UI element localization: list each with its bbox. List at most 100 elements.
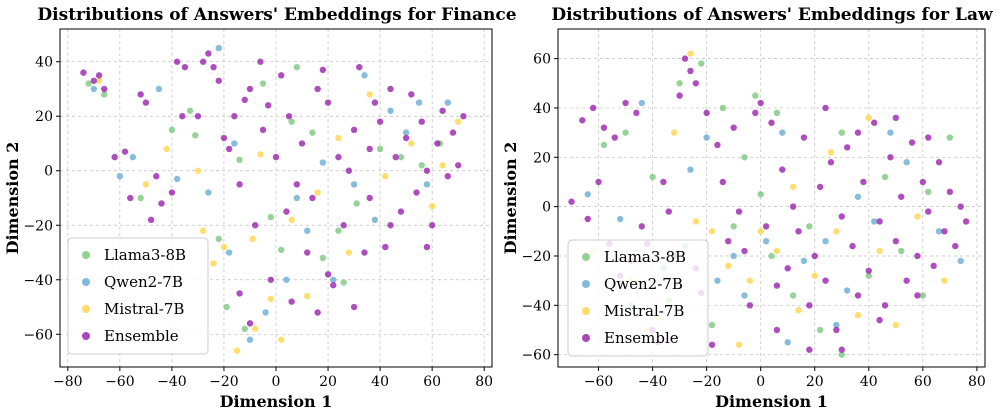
finance-point-ensemble (225, 145, 233, 153)
finance-legend-box (67, 237, 209, 355)
law-y-tick-label: −20 (521, 249, 551, 265)
finance-point-mistral-7b (249, 235, 256, 243)
law-point-llama3-8b (919, 292, 927, 299)
finance-point-ensemble (449, 129, 457, 136)
finance-legend-marker-ensemble (82, 332, 90, 340)
finance-point-ensemble (428, 222, 436, 229)
law-point-mistral-7b (941, 277, 948, 284)
finance-x-tick-label: 0 (272, 374, 281, 390)
law-point-mistral-7b (789, 183, 797, 191)
finance-point-ensemble (137, 91, 144, 98)
finance-point-mistral-7b (345, 249, 353, 256)
finance-series-llama3-8b (85, 63, 444, 333)
law-point-ensemble (746, 302, 754, 309)
finance-legend-label-llama3-8b: Llama3-8B (104, 246, 186, 264)
finance-point-ensemble (80, 69, 87, 76)
finance-point-ensemble (350, 126, 358, 134)
finance-point-ensemble (345, 167, 353, 174)
law-point-ensemble (595, 178, 602, 186)
finance-point-ensemble (127, 194, 134, 202)
finance-point-qwen2-7b (231, 140, 238, 147)
law-point-ensemble (773, 326, 781, 334)
law-point-ensemble (568, 198, 575, 205)
finance-point-ensemble (257, 58, 264, 65)
finance-x-tick-label: 20 (319, 374, 337, 390)
finance-legend-label-ensemble: Ensemble (104, 327, 179, 345)
law-point-ensemble (962, 218, 970, 225)
law-point-ensemble (638, 223, 645, 230)
finance-point-mistral-7b (210, 260, 217, 267)
finance-point-qwen2-7b (283, 276, 290, 283)
law-point-ensemble (676, 92, 683, 99)
law-point-ensemble (600, 124, 608, 131)
finance-point-llama3-8b (215, 235, 222, 243)
finance-point-qwen2-7b (371, 216, 379, 224)
finance-point-llama3-8b (168, 126, 176, 134)
finance-point-ensemble (236, 181, 243, 188)
finance-point-qwen2-7b (350, 181, 358, 188)
law-point-ensemble (784, 265, 791, 272)
law-point-ensemble (757, 99, 764, 107)
finance-point-ensemble (220, 134, 228, 142)
finance-point-mistral-7b (454, 118, 462, 125)
law-point-llama3-8b (698, 60, 705, 67)
law-point-ensemble (719, 178, 727, 186)
finance-point-ensemble (304, 249, 311, 256)
law-point-qwen2-7b (887, 129, 894, 136)
law-point-mistral-7b (692, 218, 700, 225)
law-point-ensemble (935, 159, 943, 166)
law-legend-box (567, 239, 709, 357)
law-point-qwen2-7b (870, 218, 878, 225)
law-point-mistral-7b (757, 228, 764, 235)
law-point-ensemble (941, 228, 948, 235)
law-y-tick-label: 0 (542, 200, 551, 216)
law-legend-label-llama3-8b: Llama3-8B (604, 248, 686, 266)
finance-y-tick-label: 40 (35, 55, 53, 71)
law-point-ensemble (838, 213, 845, 220)
finance-point-ensemble (366, 194, 373, 202)
law-point-qwen2-7b (903, 159, 910, 166)
finance-point-ensemble (272, 153, 280, 161)
finance-point-ensemble (439, 107, 446, 114)
law-point-llama3-8b (676, 80, 683, 87)
finance-point-mistral-7b (194, 167, 202, 174)
law-point-llama3-8b (730, 223, 737, 230)
finance-point-llama3-8b (267, 213, 274, 221)
law-point-ensemble (919, 178, 927, 186)
law-point-ensemble (849, 242, 856, 250)
finance-legend: Llama3-8B Qwen2-7B Mistral-7B Ensemble (67, 237, 209, 355)
law-point-ensemble (946, 188, 954, 196)
finance-point-ensemble (444, 172, 451, 180)
law-point-ensemble (898, 193, 905, 200)
finance-point-qwen2-7b (90, 85, 98, 93)
law-point-qwen2-7b (638, 99, 645, 107)
finance-point-mistral-7b (142, 181, 150, 188)
finance-point-ensemble (283, 208, 290, 215)
law-point-qwen2-7b (822, 237, 829, 245)
law-point-mistral-7b (671, 129, 678, 136)
finance-point-ensemble (173, 58, 181, 65)
law-point-ensemble (930, 262, 937, 270)
finance-point-qwen2-7b (173, 175, 181, 183)
finance-point-mistral-7b (199, 227, 207, 234)
law-legend-label-mistral-7b: Mistral-7B (604, 302, 684, 320)
law-point-ensemble (681, 55, 689, 62)
law-point-ensemble (827, 159, 835, 166)
law-point-qwen2-7b (714, 277, 721, 284)
finance-point-llama3-8b (192, 132, 199, 139)
finance-point-ensemble (361, 249, 368, 256)
finance-point-llama3-8b (418, 162, 425, 169)
finance-point-ensemble (382, 243, 389, 251)
finance-point-mistral-7b (251, 325, 259, 333)
finance-point-mistral-7b (163, 145, 170, 153)
finance-point-ensemble (434, 140, 441, 147)
finance-x-tick-label: −60 (105, 374, 135, 390)
law-point-llama3-8b (816, 326, 824, 334)
law-chart-panel: −60 −40 −20 0 20 40 60 80 −60 −40 −20 0 20 40 60 Distri… (501, 5, 993, 411)
finance-y-tick-label: −40 (23, 273, 53, 289)
finance-point-qwen2-7b (304, 227, 311, 234)
finance-point-llama3-8b (340, 279, 347, 286)
finance-point-mistral-7b (220, 243, 228, 251)
finance-point-ensemble (264, 102, 272, 109)
finance-point-ensemble (101, 85, 108, 93)
